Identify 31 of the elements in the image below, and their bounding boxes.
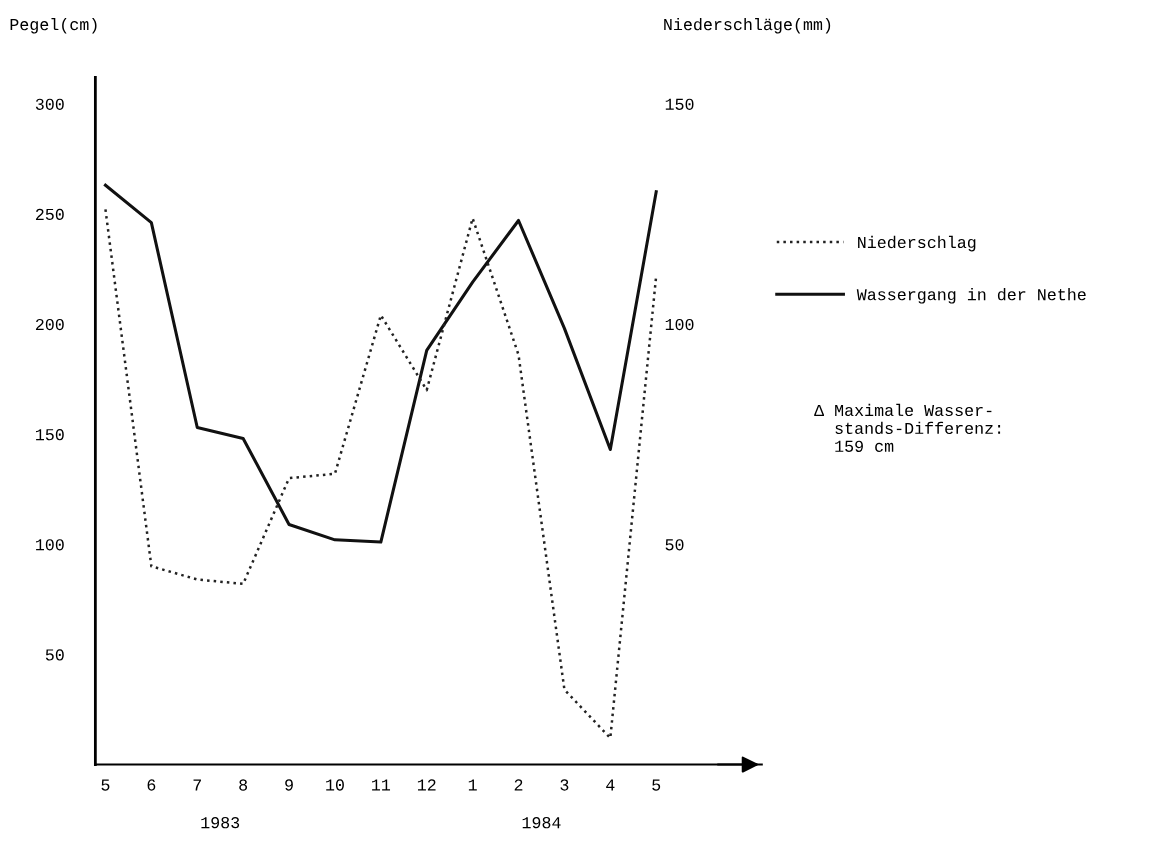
x-tick-label: 1 [468, 779, 477, 791]
text: 1984 [522, 816, 561, 829]
x-tick-label: 10 [326, 779, 344, 791]
y2-tick-label: 50 [665, 539, 684, 551]
y-tick-label: 150 [36, 429, 64, 441]
x-tick-label: 5 [101, 779, 110, 791]
y-tick-label: 100 [36, 539, 64, 551]
x-tick-label: 11 [372, 779, 391, 791]
x-tick-label: 3 [560, 779, 569, 791]
y2-axis-title: Niederschläge(mm) [664, 17, 831, 34]
y-tick-label: 200 [35, 318, 64, 331]
y-tick-label: 50 [45, 649, 64, 661]
x-tick-label: 7 [193, 779, 201, 791]
line-series [104, 208, 658, 740]
y-tick-label: 300 [35, 98, 64, 110]
x-tick-label: 8 [239, 779, 248, 791]
text: 1983 [201, 816, 240, 829]
legend-label: Niederschlag [858, 235, 976, 252]
x-tick-label: 12 [417, 779, 436, 791]
text: Δ Maximale Wasser- stands-Differenz: 159 cm [814, 403, 1001, 452]
y-tick-label: 250 [35, 208, 64, 221]
x-tick-label: 9 [285, 779, 293, 791]
x-tick-label: 6 [147, 779, 156, 791]
line-series [103, 183, 658, 544]
x-tick-label: 2 [514, 779, 523, 791]
x-tick-label: 5 [652, 779, 661, 791]
legend-label: Wassergang in der Nethe [856, 288, 1086, 304]
y2-tick-label: 100 [665, 318, 694, 331]
x-tick-label: 4 [606, 779, 615, 791]
y2-tick-label: 150 [665, 98, 694, 110]
y-axis-title: Pegel(cm) [10, 17, 97, 34]
